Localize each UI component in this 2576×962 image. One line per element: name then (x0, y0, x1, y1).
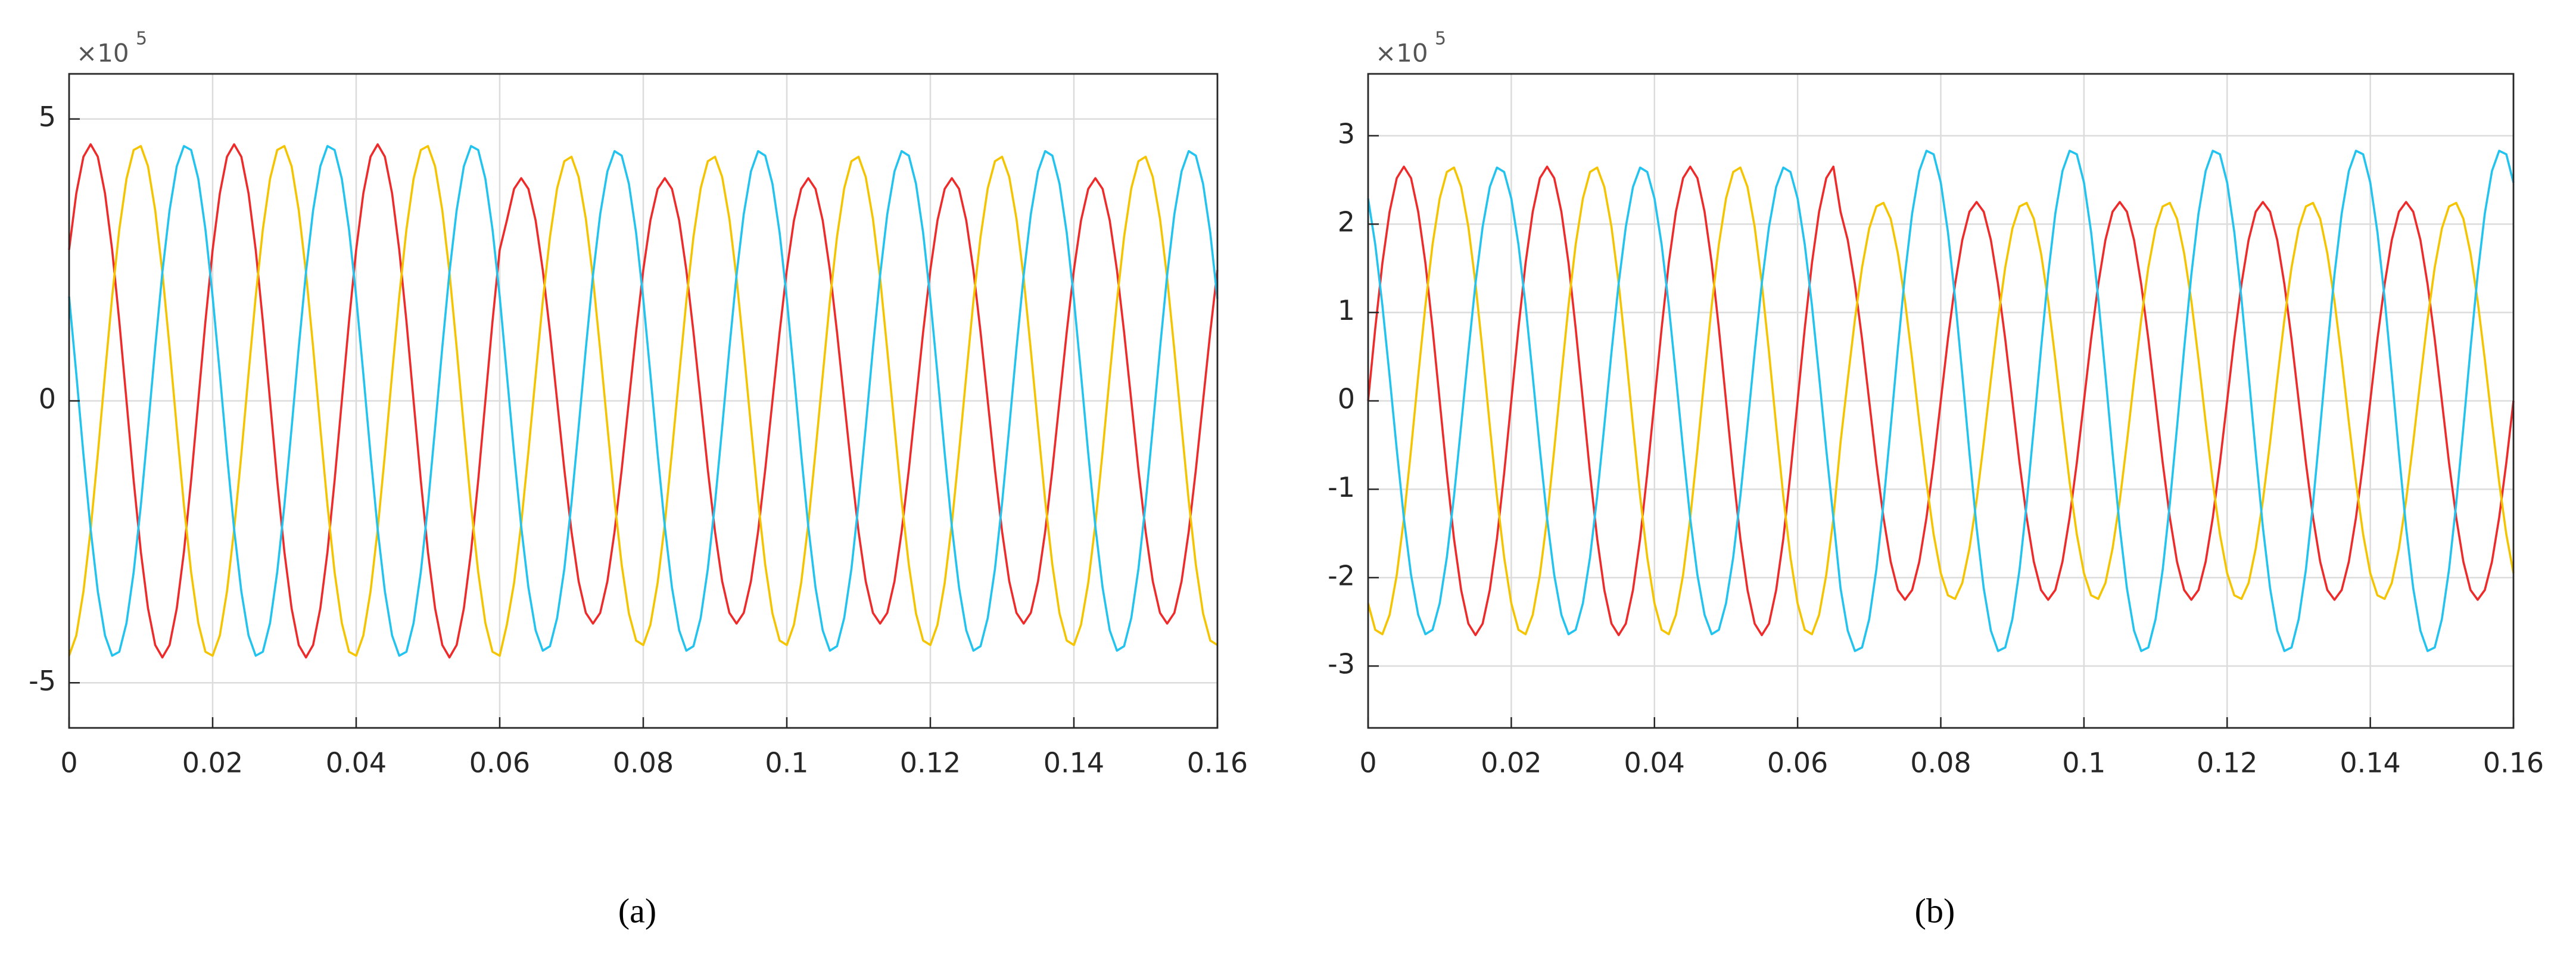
x-tick-label: 0 (1359, 747, 1376, 779)
axes-frame (1367, 73, 2515, 729)
x-tick-label: 0.04 (1624, 747, 1685, 779)
axis-multiplier: ×10 (1375, 39, 1428, 68)
caption: (b) (1915, 891, 1955, 930)
x-tick-label: 0.16 (1187, 747, 1248, 779)
x-tick-label: 0.16 (2483, 747, 2544, 779)
x-tick-label: 0.1 (765, 747, 808, 779)
x-tick-label: 0.12 (900, 747, 961, 779)
y-tick-label: 3 (1338, 117, 1355, 150)
x-tick-label: 0 (60, 747, 77, 779)
series-line (68, 145, 1219, 657)
x-tick-label: 0.08 (613, 747, 674, 779)
x-tick-label: 0.1 (2062, 747, 2105, 779)
y-tick-label: -1 (1328, 471, 1355, 503)
axis-multiplier: ×10 (76, 39, 129, 68)
series-line (68, 145, 1218, 657)
y-tick-label: 0 (1338, 383, 1355, 415)
y-tick-label: 2 (1338, 206, 1355, 238)
series-line (1367, 150, 2515, 652)
y-tick-label: 0 (39, 383, 56, 415)
y-tick-label: -2 (1328, 559, 1355, 591)
axes-frame (68, 73, 1219, 729)
x-tick-label: 0.14 (1044, 747, 1104, 779)
axis-multiplier-exponent: 5 (136, 29, 147, 49)
x-tick-label: 0.06 (469, 747, 530, 779)
x-tick-label: 0.12 (2197, 747, 2257, 779)
y-tick-label: 5 (39, 101, 56, 133)
x-tick-label: 0.06 (1767, 747, 1828, 779)
y-tick-label: -3 (1328, 648, 1355, 680)
x-tick-label: 0.08 (1910, 747, 1971, 779)
x-tick-label: 0.14 (2340, 747, 2400, 779)
x-tick-label: 0.02 (1481, 747, 1541, 779)
y-tick-label: 1 (1338, 294, 1355, 326)
series-line (1367, 166, 2515, 636)
subplot: 0 0.02 0.04 0.06 0.08 0.1 0.12 0.14 0.16 -3 -2 -1 0 1… (1328, 29, 2544, 930)
series-line (68, 143, 1219, 659)
x-tick-label: 0.02 (182, 747, 243, 779)
caption: (a) (618, 891, 656, 930)
subplot: 0 0.02 0.04 0.06 0.08 0.1 0.12 0.14 0.16 -5 0 5 ×10 5… (29, 29, 1248, 930)
x-tick-label: 0.04 (326, 747, 387, 779)
y-tick-label: -5 (29, 665, 56, 697)
axis-multiplier-exponent: 5 (1435, 29, 1446, 49)
series-line (1367, 166, 2515, 636)
